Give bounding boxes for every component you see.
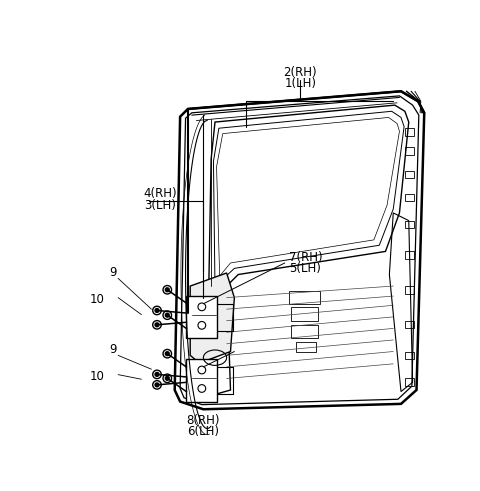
Bar xyxy=(405,193,414,201)
Bar xyxy=(291,325,318,338)
Text: 1(LH): 1(LH) xyxy=(284,77,316,90)
Text: 7(RH): 7(RH) xyxy=(288,251,322,264)
Text: 9: 9 xyxy=(109,267,117,279)
Circle shape xyxy=(165,377,169,380)
Bar xyxy=(405,147,414,155)
Bar xyxy=(405,128,414,136)
Bar xyxy=(405,170,414,178)
Text: 5(LH): 5(LH) xyxy=(288,262,321,275)
Circle shape xyxy=(165,313,169,317)
Bar xyxy=(186,359,217,402)
Circle shape xyxy=(165,288,169,292)
Bar xyxy=(296,342,316,352)
Text: 9: 9 xyxy=(109,344,117,356)
Text: 6(LH): 6(LH) xyxy=(187,425,219,438)
Bar xyxy=(291,307,318,321)
Circle shape xyxy=(155,373,159,376)
Text: 3(LH): 3(LH) xyxy=(144,199,176,212)
Bar xyxy=(405,220,414,228)
Circle shape xyxy=(155,323,159,327)
Text: 8(RH): 8(RH) xyxy=(187,414,220,427)
Circle shape xyxy=(155,383,159,387)
Bar xyxy=(405,321,414,328)
Text: 10: 10 xyxy=(90,293,105,306)
Bar xyxy=(405,251,414,259)
Text: 10: 10 xyxy=(90,370,105,382)
Bar xyxy=(186,296,217,338)
Bar xyxy=(405,286,414,294)
Polygon shape xyxy=(190,273,234,363)
Circle shape xyxy=(155,308,159,312)
Text: 2(RH): 2(RH) xyxy=(283,66,317,79)
Circle shape xyxy=(165,352,169,355)
Text: 4(RH): 4(RH) xyxy=(144,187,177,200)
Bar xyxy=(288,292,320,304)
Bar xyxy=(405,352,414,359)
Bar xyxy=(405,379,414,386)
